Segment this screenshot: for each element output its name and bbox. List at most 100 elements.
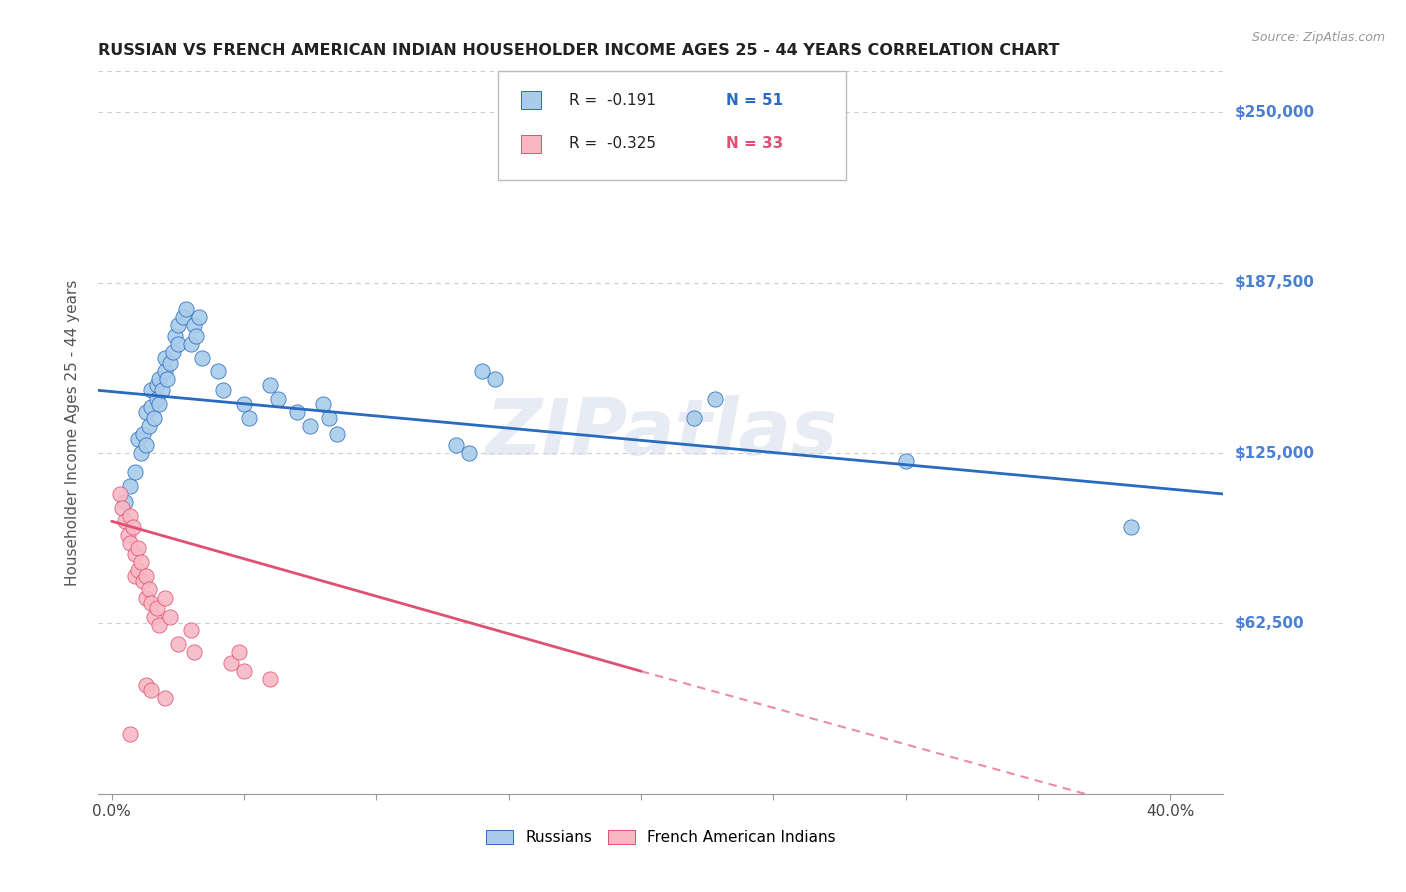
Point — [299, 418, 322, 433]
Point — [188, 310, 211, 324]
Point — [894, 454, 917, 468]
Point — [121, 519, 143, 533]
Point — [141, 384, 163, 398]
Point — [120, 727, 142, 741]
Point — [211, 384, 233, 398]
Text: ZIPatlas: ZIPatlas — [485, 394, 837, 471]
Point — [120, 508, 142, 523]
Point — [166, 318, 188, 332]
Point — [471, 364, 494, 378]
Point — [141, 596, 163, 610]
Text: $125,000: $125,000 — [1234, 446, 1315, 460]
Point — [141, 683, 163, 698]
Point — [120, 536, 142, 550]
Point — [127, 433, 149, 447]
Point — [704, 392, 727, 406]
Point — [153, 691, 176, 706]
Text: RUSSIAN VS FRENCH AMERICAN INDIAN HOUSEHOLDER INCOME AGES 25 - 44 YEARS CORRELAT: RUSSIAN VS FRENCH AMERICAN INDIAN HOUSEH… — [98, 43, 1060, 58]
Point — [108, 487, 131, 501]
Text: Source: ZipAtlas.com: Source: ZipAtlas.com — [1251, 31, 1385, 45]
Point — [180, 624, 202, 638]
Point — [183, 318, 205, 332]
Point — [219, 656, 242, 670]
Point — [111, 500, 134, 515]
FancyBboxPatch shape — [498, 71, 846, 180]
Point — [174, 301, 197, 316]
Point — [124, 547, 146, 561]
Point — [135, 405, 157, 419]
Point — [148, 397, 170, 411]
Point — [127, 563, 149, 577]
Point — [117, 528, 139, 542]
Point — [124, 465, 146, 479]
Point — [138, 418, 160, 433]
Point — [207, 364, 229, 378]
Point — [162, 345, 184, 359]
Point — [318, 410, 340, 425]
Point — [114, 514, 136, 528]
FancyBboxPatch shape — [522, 135, 541, 153]
Point — [444, 438, 467, 452]
Point — [145, 601, 167, 615]
Point — [190, 351, 212, 365]
Point — [683, 410, 706, 425]
FancyBboxPatch shape — [522, 91, 541, 110]
Point — [148, 617, 170, 632]
Point — [458, 446, 481, 460]
Point — [165, 328, 187, 343]
Point — [135, 438, 157, 452]
Point — [153, 351, 176, 365]
Text: N = 33: N = 33 — [725, 136, 783, 151]
Point — [129, 555, 152, 569]
Text: R =  -0.191: R = -0.191 — [568, 93, 655, 108]
Point — [114, 495, 136, 509]
Point — [132, 574, 155, 589]
Point — [135, 678, 157, 692]
Text: $250,000: $250,000 — [1234, 104, 1315, 120]
Point — [145, 392, 167, 406]
Point — [183, 645, 205, 659]
Point — [159, 609, 181, 624]
Text: R =  -0.325: R = -0.325 — [568, 136, 655, 151]
Point — [180, 337, 202, 351]
Point — [228, 645, 250, 659]
Point — [148, 372, 170, 386]
Point — [1119, 519, 1142, 533]
Point — [259, 673, 281, 687]
Point — [484, 372, 506, 386]
Point — [259, 378, 281, 392]
Point — [145, 378, 167, 392]
Point — [153, 591, 176, 605]
Point — [129, 446, 152, 460]
Point — [233, 397, 256, 411]
Text: $187,500: $187,500 — [1234, 275, 1315, 290]
Point — [156, 372, 179, 386]
Point — [172, 310, 194, 324]
Point — [153, 364, 176, 378]
Point — [143, 410, 166, 425]
Y-axis label: Householder Income Ages 25 - 44 years: Householder Income Ages 25 - 44 years — [65, 279, 80, 586]
Point — [143, 609, 166, 624]
Point — [186, 328, 208, 343]
Point — [132, 427, 155, 442]
Point — [150, 384, 173, 398]
Point — [138, 582, 160, 597]
Text: N = 51: N = 51 — [725, 93, 783, 108]
Point — [267, 392, 290, 406]
Point — [141, 400, 163, 414]
Point — [135, 591, 157, 605]
Legend: Russians, French American Indians: Russians, French American Indians — [479, 823, 842, 851]
Point — [166, 337, 188, 351]
Point — [312, 397, 335, 411]
Point — [238, 410, 260, 425]
Point — [166, 637, 188, 651]
Text: $62,500: $62,500 — [1234, 616, 1303, 631]
Point — [233, 664, 256, 678]
Point — [120, 479, 142, 493]
Point — [159, 356, 181, 370]
Point — [325, 427, 347, 442]
Point — [124, 568, 146, 582]
Point — [135, 568, 157, 582]
Point — [127, 541, 149, 556]
Point — [285, 405, 308, 419]
